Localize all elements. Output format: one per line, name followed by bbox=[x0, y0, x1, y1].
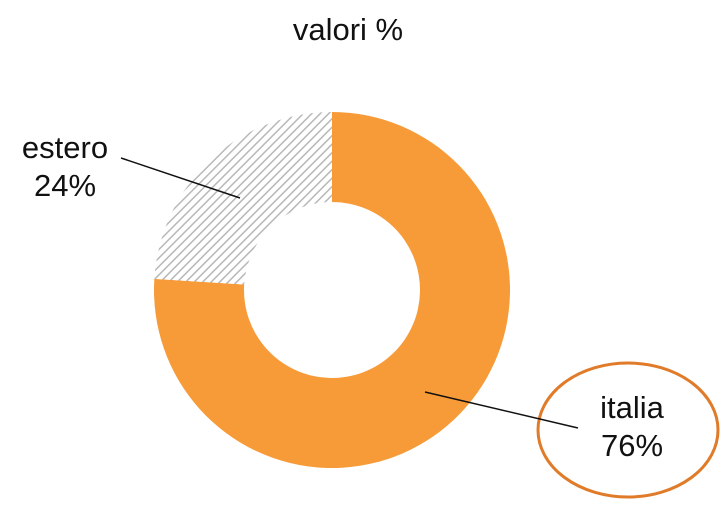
leader-line bbox=[424, 391, 579, 429]
slice-label: estero bbox=[22, 130, 108, 165]
slice-value-label: 76% bbox=[601, 428, 663, 463]
leader-line bbox=[120, 157, 241, 199]
slice-label: italia bbox=[600, 390, 665, 425]
slice bbox=[154, 112, 332, 285]
chart-title: valori % bbox=[293, 12, 403, 47]
slice bbox=[154, 112, 510, 469]
slice-value-label: 24% bbox=[34, 168, 96, 203]
highlight-ellipse bbox=[536, 361, 720, 499]
